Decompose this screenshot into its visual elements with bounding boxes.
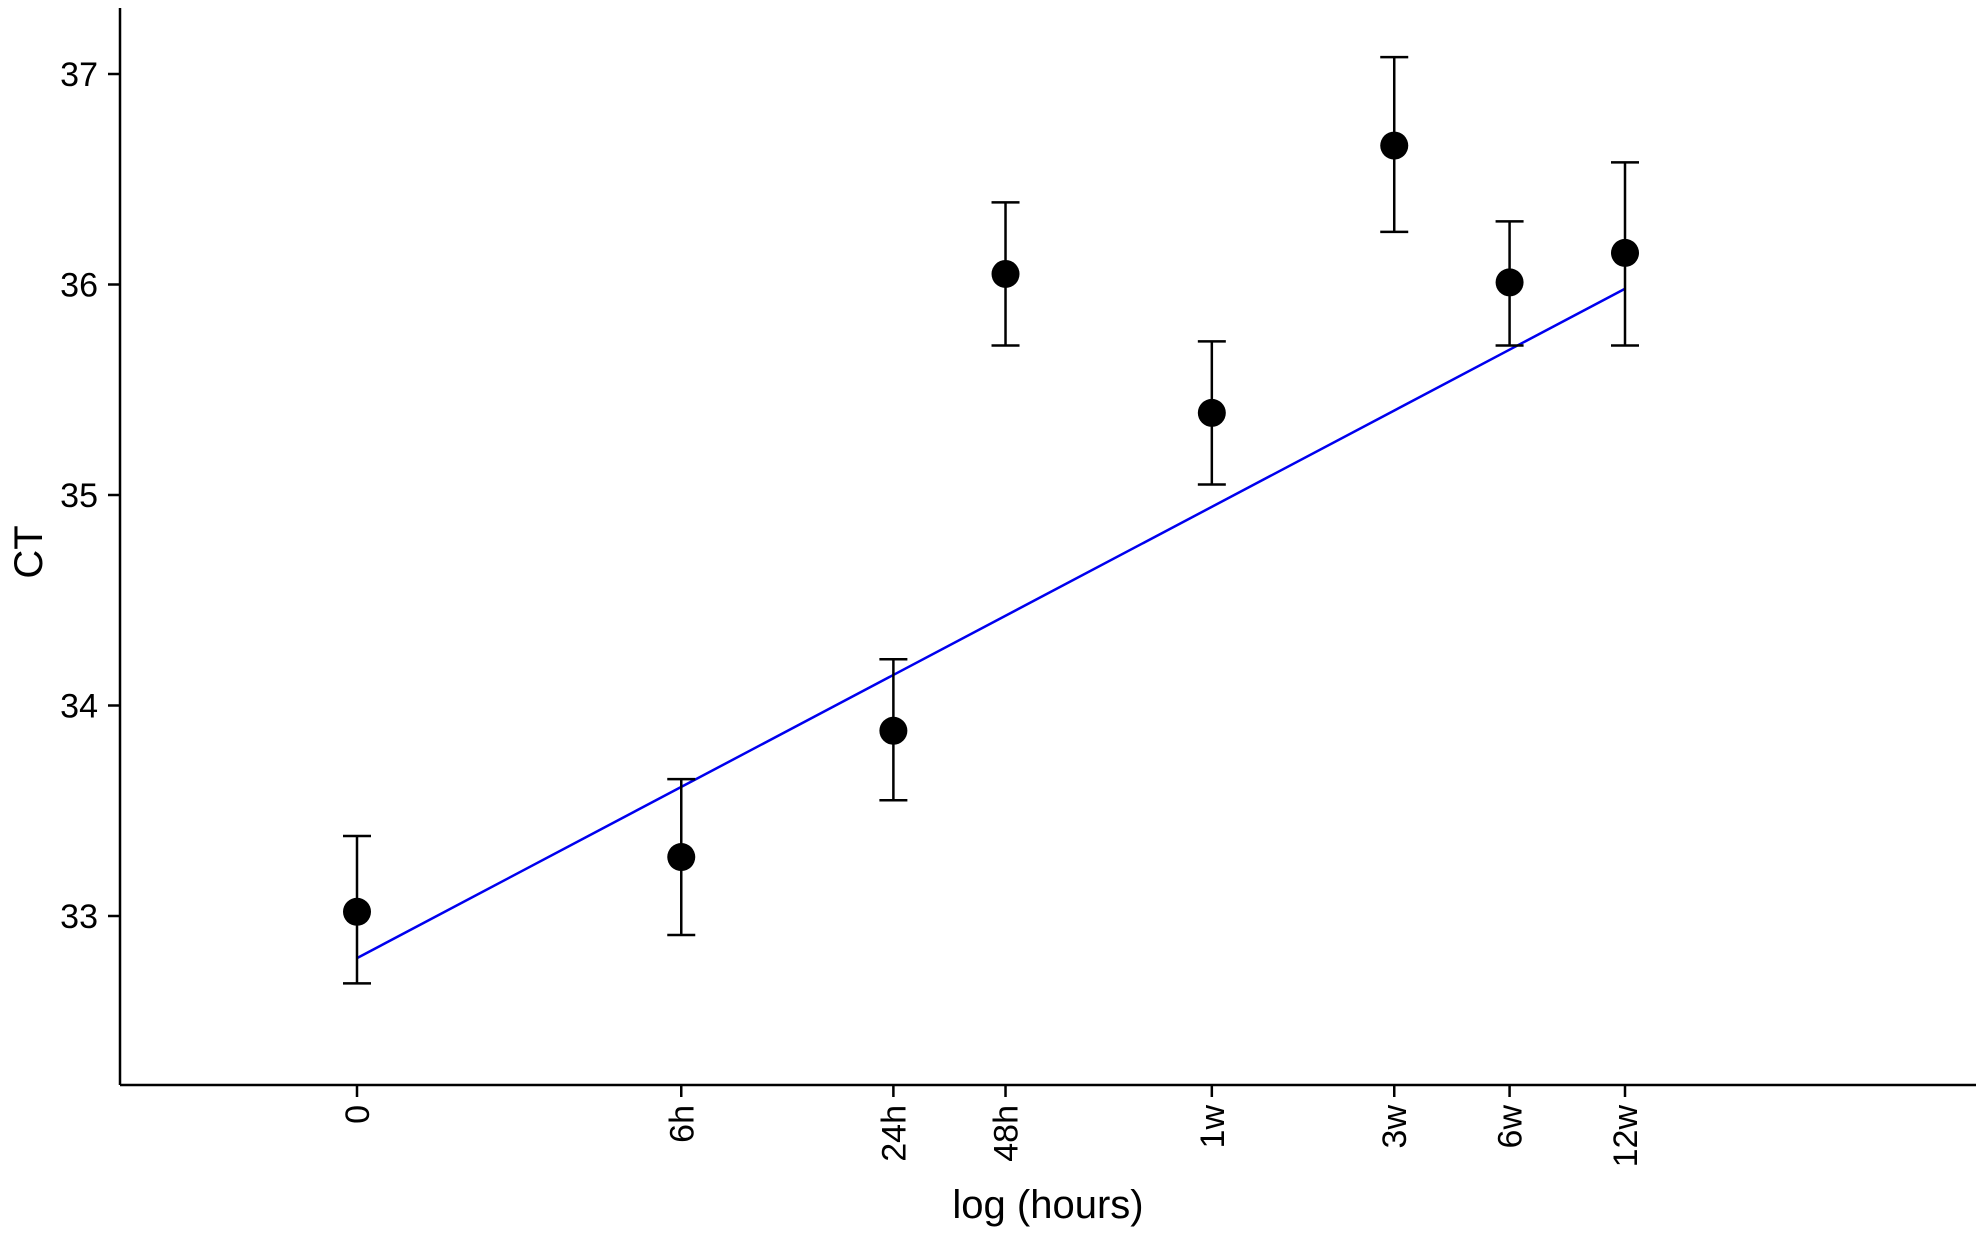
x-tick-label: 24h bbox=[875, 1105, 913, 1162]
x-tick-label: 6w bbox=[1492, 1105, 1530, 1149]
x-tick-label: 3w bbox=[1376, 1105, 1414, 1149]
data-point bbox=[667, 843, 696, 872]
data-point bbox=[991, 259, 1020, 288]
x-tick-label: 12w bbox=[1607, 1105, 1645, 1168]
x-ticks: 0 6h 24h 48h 1w 3w 6w 12w bbox=[339, 1085, 1645, 1167]
y-tick-label: 37 bbox=[60, 56, 98, 94]
y-tick-label: 36 bbox=[60, 267, 98, 305]
data-points bbox=[343, 131, 1639, 926]
data-point bbox=[1495, 268, 1524, 297]
data-point bbox=[1380, 131, 1409, 160]
x-tick-label: 6h bbox=[663, 1105, 701, 1143]
y-ticks: 33 34 35 36 37 bbox=[60, 56, 120, 936]
x-axis-title: log (hours) bbox=[952, 1183, 1143, 1227]
data-point bbox=[343, 897, 371, 926]
x-tick-label: 1w bbox=[1194, 1105, 1232, 1149]
fit-line-group bbox=[356, 287, 1626, 960]
axes bbox=[118, 8, 1976, 1087]
y-tick-label: 35 bbox=[60, 477, 98, 515]
y-tick-label: 33 bbox=[60, 898, 98, 936]
x-tick-label: 48h bbox=[988, 1105, 1026, 1162]
error-bars bbox=[343, 55, 1639, 985]
data-point bbox=[879, 716, 908, 745]
data-point bbox=[1197, 398, 1226, 427]
fit-line bbox=[356, 287, 1626, 960]
y-axis-title: CT bbox=[7, 525, 51, 578]
data-point bbox=[1611, 238, 1639, 267]
x-tick-label: 0 bbox=[339, 1105, 377, 1124]
y-tick-label: 34 bbox=[60, 688, 98, 726]
